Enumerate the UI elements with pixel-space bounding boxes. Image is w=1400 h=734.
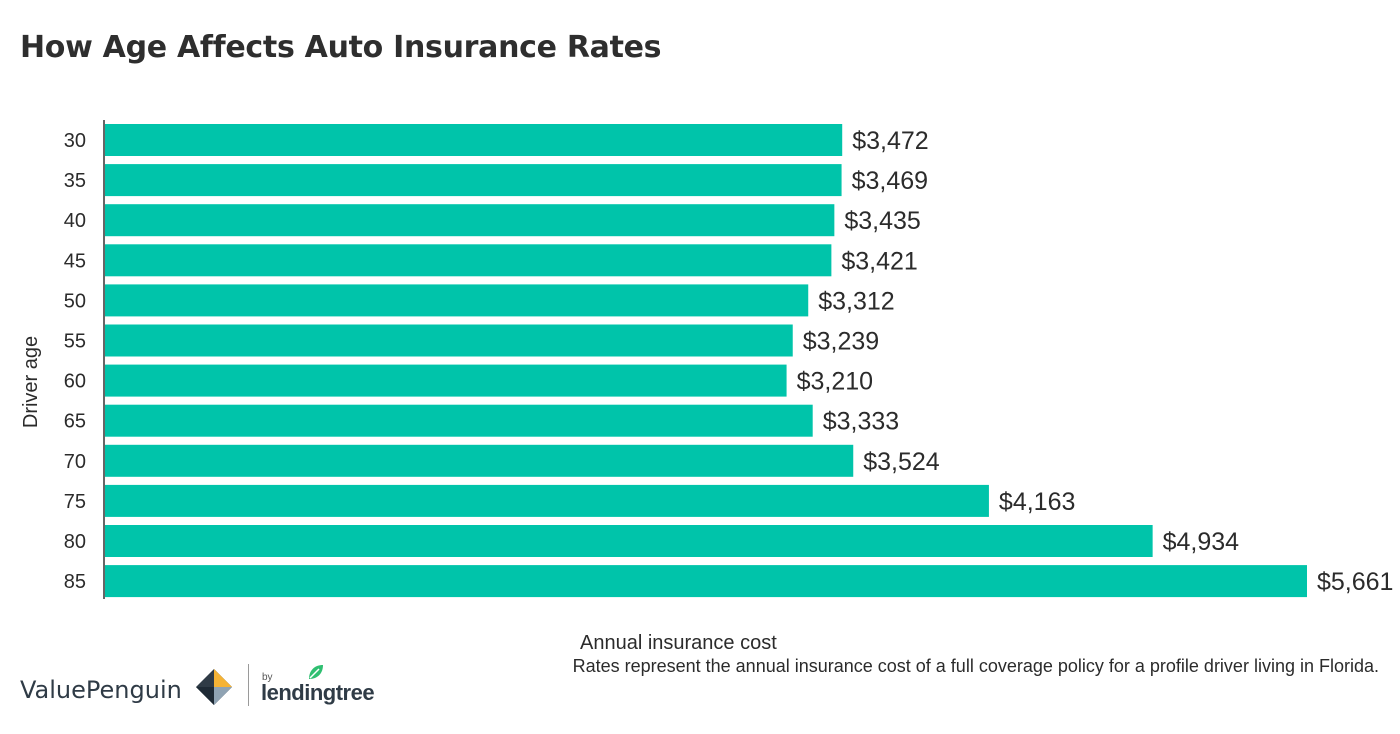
tick-label-age-80: 80 [64,531,86,553]
chart-title: How Age Affects Auto Insurance Rates [20,30,662,65]
value-label-age-75: $4,163 [999,488,1075,516]
value-label-age-85: $5,661 [1317,568,1393,596]
tick-label-age-60: 60 [64,371,86,393]
tick-label-age-55: 55 [64,331,86,353]
bar-age-55 [105,324,793,357]
value-label-age-50: $3,312 [818,287,894,315]
tick-label-age-70: 70 [64,451,86,473]
tick-label-age-65: 65 [64,411,86,433]
bar-age-70 [105,444,854,477]
bar-age-65 [105,404,813,437]
value-label-age-35: $3,469 [852,167,928,195]
value-label-age-45: $3,421 [841,247,917,275]
footnote: Rates represent the annual insurance cos… [572,656,1379,676]
valuepenguin-logo-text: ValuePenguin [20,676,182,704]
bar-age-75 [105,484,989,517]
valuepenguin-icon [196,669,232,705]
tick-labels-group: 30 35 40 45 50 55 60 65 70 75 80 85 [64,130,86,593]
value-label-age-55: $3,239 [803,328,879,356]
value-label-age-40: $3,435 [844,207,920,235]
bars-group [105,124,1307,598]
value-label-age-70: $3,524 [863,448,940,476]
logo-divider [248,664,249,706]
tick-label-age-75: 75 [64,491,86,513]
value-label-age-80: $4,934 [1163,528,1240,556]
y-axis-label: Driver age [20,336,42,428]
bar-age-85 [105,565,1307,598]
lendingtree-leaf-icon [309,665,323,679]
tick-label-age-85: 85 [64,571,86,593]
tick-label-age-50: 50 [64,290,86,312]
x-axis-label: Annual insurance cost [580,632,777,654]
bar-age-50 [105,284,809,317]
bar-age-30 [105,124,843,156]
value-label-age-65: $3,333 [823,408,899,436]
bar-age-80 [105,525,1153,557]
bar-age-45 [105,244,832,277]
bar-age-40 [105,204,835,237]
tick-label-age-35: 35 [64,170,86,192]
bar-age-35 [105,164,842,197]
value-label-age-60: $3,210 [797,368,873,396]
lendingtree-logo-text: lendingtree [261,680,375,705]
value-label-age-30: $3,472 [852,127,928,155]
tick-label-age-40: 40 [64,210,86,232]
tick-label-age-45: 45 [64,250,86,272]
tick-label-age-30: 30 [64,130,86,152]
value-labels-group: $3,472 $3,469 $3,435 $3,421 $3,312 $3,239 $3,2… [797,127,1394,596]
lendingtree-by-text: by [262,672,273,683]
bar-age-60 [105,364,787,397]
